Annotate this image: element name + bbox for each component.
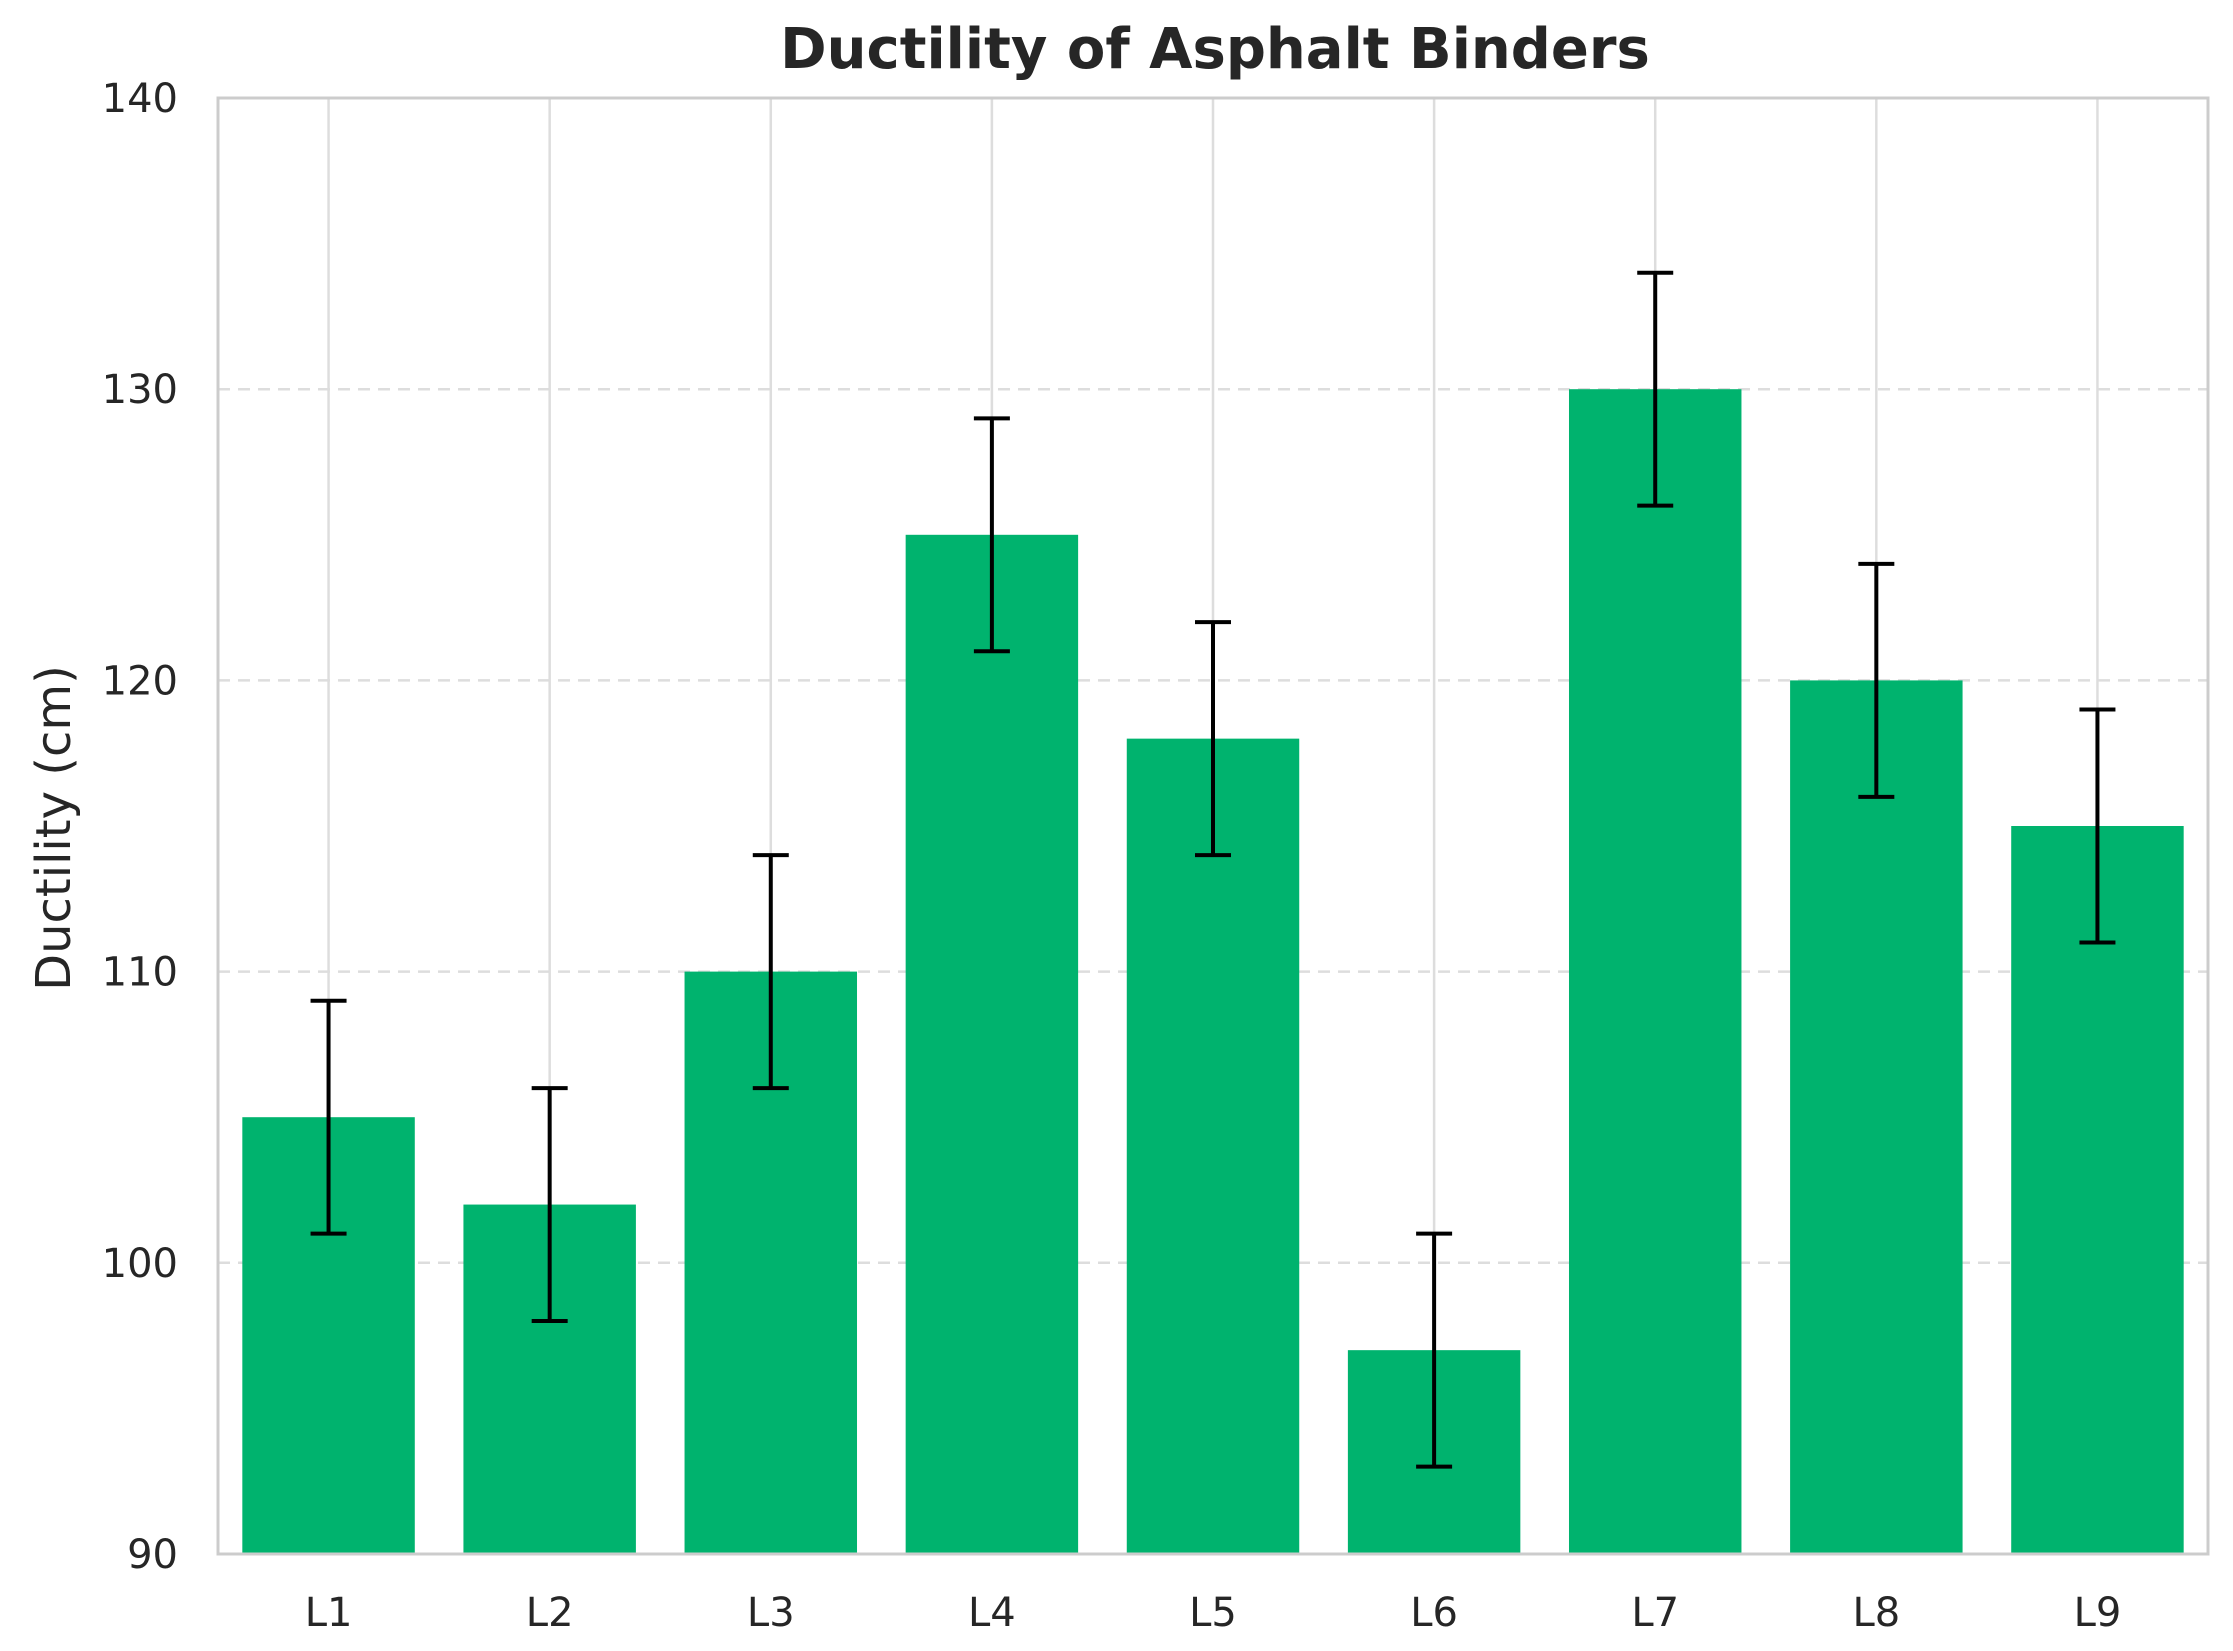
x-tick-label: L2 [526, 1590, 574, 1636]
y-axis-label: Ductility (cm) [26, 665, 82, 991]
y-tick-label: 110 [102, 950, 178, 996]
y-tick-label: 90 [127, 1532, 178, 1578]
bar-l7 [1568, 389, 1742, 1555]
x-tick-label: L6 [1410, 1590, 1458, 1636]
x-tick-label: L9 [2074, 1590, 2122, 1636]
x-tick-label: L4 [968, 1590, 1016, 1636]
bar-l8 [1790, 680, 1963, 1554]
plot-area: 90 100 110 120 130 140 L1 L2 L3 L4 L5 L6 L7 L8 L9 [102, 76, 2210, 1636]
plot-frame [216, 96, 2210, 1556]
x-tick-label: L5 [1189, 1590, 1237, 1636]
y-tick-label: 100 [102, 1241, 178, 1287]
bar-l5 [1126, 738, 1300, 1554]
y-tick-label: 130 [102, 367, 178, 413]
x-tick-label: L1 [305, 1590, 353, 1636]
y-tick-label: 140 [102, 76, 178, 122]
x-tick-label: L7 [1631, 1590, 1679, 1636]
y-tick-label: 120 [102, 658, 178, 704]
chart-title: Ductility of Asphalt Binders [780, 17, 1650, 82]
bar-l9 [2011, 826, 2184, 1554]
bar-l4 [905, 534, 1079, 1554]
x-tick-label: L3 [747, 1590, 795, 1636]
x-tick-label: L8 [1852, 1590, 1900, 1636]
